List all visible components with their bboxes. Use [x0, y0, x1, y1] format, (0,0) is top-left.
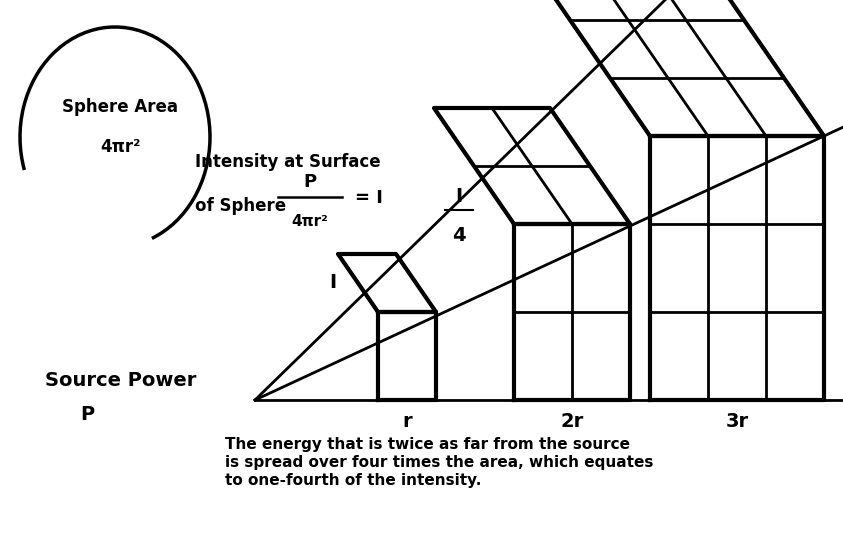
Text: Intensity at Surface: Intensity at Surface	[195, 153, 381, 171]
Text: P: P	[80, 405, 94, 424]
Text: 4πr²: 4πr²	[99, 138, 140, 156]
Text: The energy that is twice as far from the source: The energy that is twice as far from the…	[225, 437, 630, 452]
Text: to one-fourth of the intensity.: to one-fourth of the intensity.	[225, 473, 481, 488]
Text: 3r: 3r	[726, 412, 749, 431]
Text: is spread over four times the area, which equates: is spread over four times the area, whic…	[225, 456, 653, 471]
Text: I: I	[330, 272, 336, 291]
Text: 4: 4	[452, 226, 466, 245]
Text: 2r: 2r	[561, 412, 583, 431]
Text: r: r	[402, 412, 412, 431]
Text: 4πr²: 4πr²	[292, 214, 329, 229]
Text: P: P	[303, 173, 317, 191]
Text: Sphere Area: Sphere Area	[62, 98, 178, 116]
Text: Source Power: Source Power	[45, 370, 196, 389]
Text: = I: = I	[355, 189, 383, 207]
Text: of Sphere: of Sphere	[195, 197, 286, 215]
Text: I: I	[455, 187, 463, 206]
